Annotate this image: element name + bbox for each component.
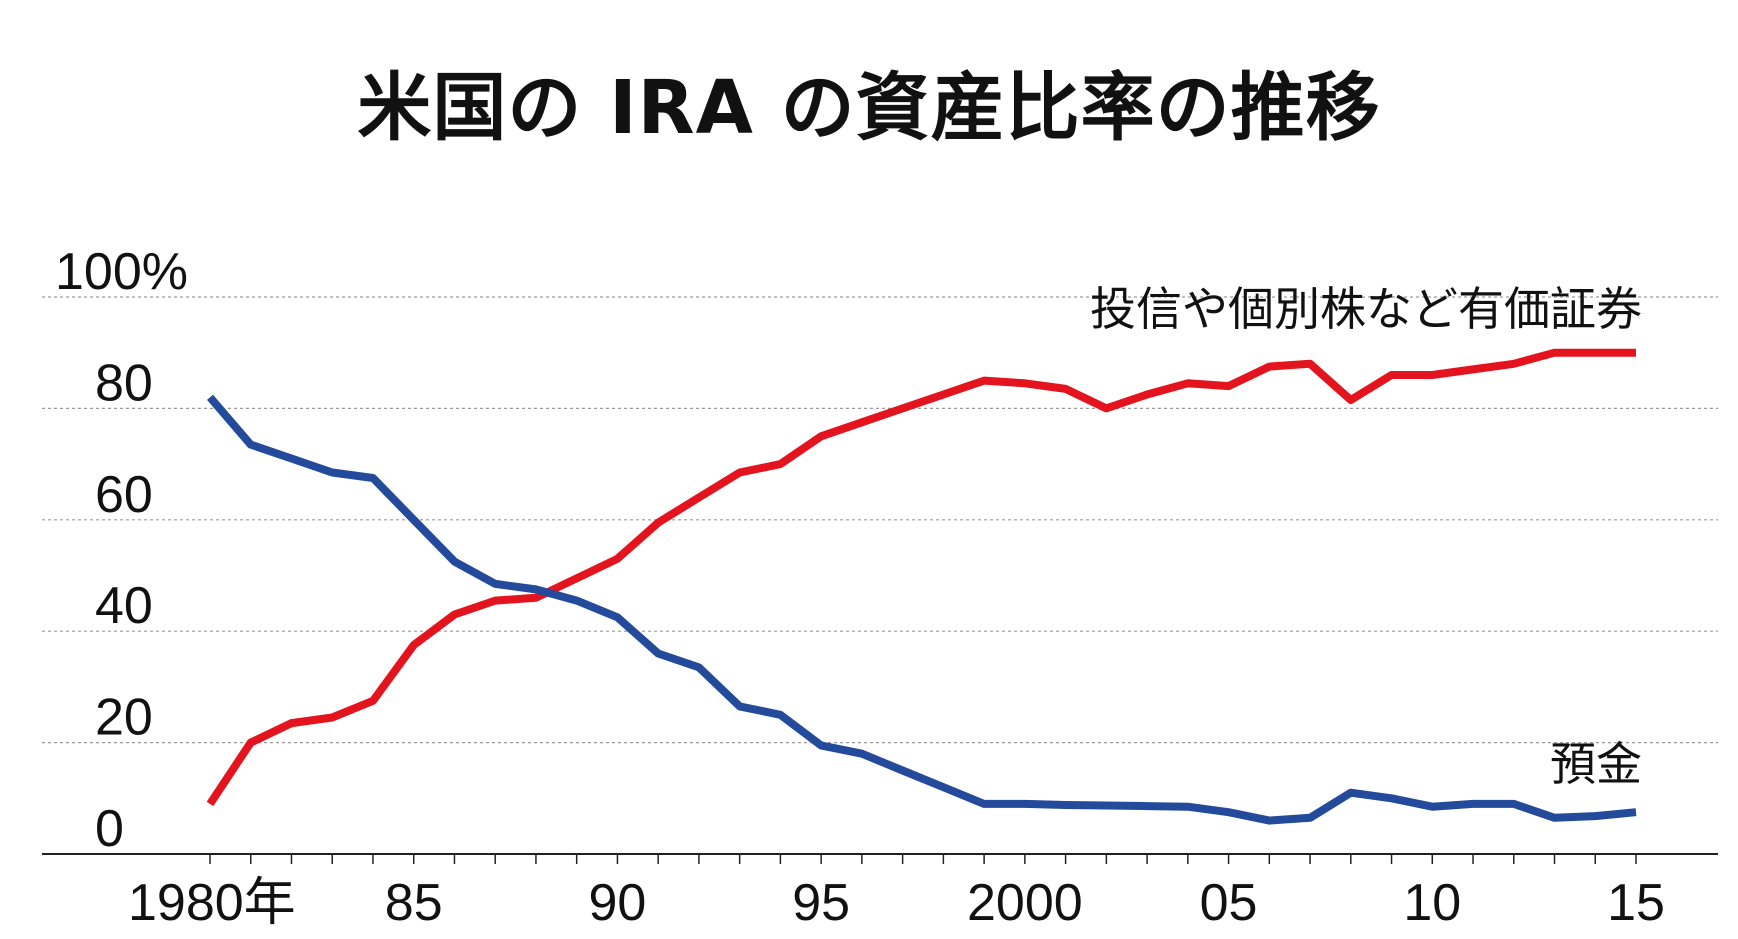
x-tick-label: 1980年 <box>128 874 296 932</box>
y-tick-label: 60 <box>95 466 153 524</box>
y-axis-tick-labels: 0 20 40 60 80 100% <box>55 243 188 858</box>
x-tick-label: 90 <box>589 874 647 932</box>
x-axis <box>42 853 1718 864</box>
x-tick-label: 85 <box>385 874 443 932</box>
series-label-securities: 投信や個別株など有価証券 <box>1090 282 1642 336</box>
x-axis-tick-labels: 1980年 85 90 95 2000 05 10 15 <box>128 874 1665 932</box>
chart-title: 米国の IRA の資産比率の推移 <box>357 65 1381 151</box>
y-tick-label: 40 <box>95 577 153 635</box>
y-tick-label: 80 <box>95 354 153 412</box>
series-lines <box>206 348 1637 825</box>
y-tick-label: 20 <box>95 689 153 747</box>
gridlines <box>42 296 1718 744</box>
x-tick-label: 95 <box>792 874 850 932</box>
x-tick-label: 05 <box>1200 874 1258 932</box>
x-tick-label: 2000 <box>967 874 1083 932</box>
y-tick-label: 100% <box>55 243 188 301</box>
x-tick-label: 10 <box>1403 874 1461 932</box>
series-line-0 <box>206 348 1636 807</box>
series-label-deposits: 預金 <box>1550 737 1642 791</box>
y-tick-label: 0 <box>95 800 124 858</box>
series-line-1 <box>206 394 1637 825</box>
x-tick-label: 15 <box>1607 874 1665 932</box>
